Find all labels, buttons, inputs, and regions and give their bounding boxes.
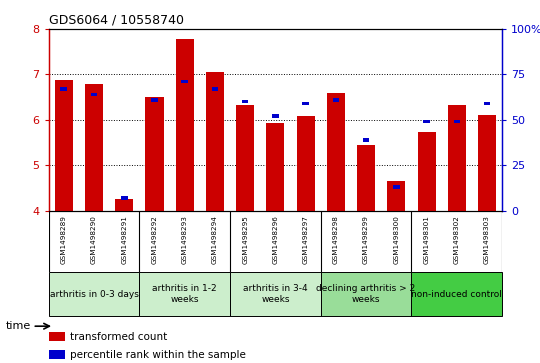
Bar — [121, 196, 127, 200]
Text: GSM1498298: GSM1498298 — [333, 216, 339, 264]
FancyBboxPatch shape — [411, 272, 502, 316]
Bar — [236, 105, 254, 211]
Bar — [145, 97, 164, 211]
Text: GSM1498302: GSM1498302 — [454, 216, 460, 264]
Bar — [266, 123, 285, 211]
Bar — [302, 102, 309, 105]
Text: GSM1498295: GSM1498295 — [242, 216, 248, 264]
Bar — [393, 185, 400, 189]
Text: non-induced control: non-induced control — [411, 290, 502, 298]
Bar — [484, 102, 490, 105]
Bar — [60, 87, 67, 91]
Text: transformed count: transformed count — [70, 331, 167, 342]
Text: GSM1498291: GSM1498291 — [121, 216, 127, 264]
Bar — [454, 120, 460, 123]
Bar — [478, 115, 496, 211]
Bar — [423, 120, 430, 123]
Text: GSM1498303: GSM1498303 — [484, 216, 490, 264]
FancyBboxPatch shape — [49, 272, 139, 316]
Bar — [91, 93, 97, 96]
Text: arthritis in 1-2
weeks: arthritis in 1-2 weeks — [152, 284, 217, 304]
FancyBboxPatch shape — [230, 272, 321, 316]
FancyBboxPatch shape — [139, 272, 230, 316]
Text: GSM1498294: GSM1498294 — [212, 216, 218, 264]
Bar — [327, 93, 345, 211]
Text: GSM1498296: GSM1498296 — [272, 216, 279, 264]
Bar — [417, 132, 436, 211]
Text: percentile rank within the sample: percentile rank within the sample — [70, 350, 246, 359]
Text: time: time — [5, 321, 31, 331]
Bar — [85, 84, 103, 211]
Bar — [115, 199, 133, 211]
Bar — [333, 98, 339, 102]
FancyBboxPatch shape — [49, 332, 65, 341]
Text: GSM1498297: GSM1498297 — [302, 216, 309, 264]
Bar — [357, 145, 375, 211]
Bar — [448, 105, 466, 211]
Text: GSM1498292: GSM1498292 — [151, 216, 158, 264]
Bar — [242, 100, 248, 103]
Text: GSM1498300: GSM1498300 — [393, 216, 400, 264]
Text: arthritis in 0-3 days: arthritis in 0-3 days — [50, 290, 138, 298]
FancyBboxPatch shape — [49, 350, 65, 359]
Text: GSM1498289: GSM1498289 — [60, 216, 67, 264]
Bar — [176, 39, 194, 211]
Bar — [55, 80, 73, 211]
Text: GDS6064 / 10558740: GDS6064 / 10558740 — [49, 13, 184, 26]
Bar — [151, 98, 158, 102]
Text: GSM1498293: GSM1498293 — [181, 216, 188, 264]
Bar — [206, 72, 224, 211]
Bar — [296, 116, 315, 211]
Text: GSM1498299: GSM1498299 — [363, 216, 369, 264]
Text: GSM1498301: GSM1498301 — [423, 216, 430, 264]
Text: declining arthritis > 2
weeks: declining arthritis > 2 weeks — [316, 284, 416, 304]
Text: arthritis in 3-4
weeks: arthritis in 3-4 weeks — [243, 284, 308, 304]
Bar — [363, 138, 369, 142]
Bar — [212, 87, 218, 91]
Bar — [272, 114, 279, 118]
Bar — [387, 181, 406, 211]
Bar — [181, 80, 188, 83]
Text: GSM1498290: GSM1498290 — [91, 216, 97, 264]
FancyBboxPatch shape — [321, 272, 411, 316]
